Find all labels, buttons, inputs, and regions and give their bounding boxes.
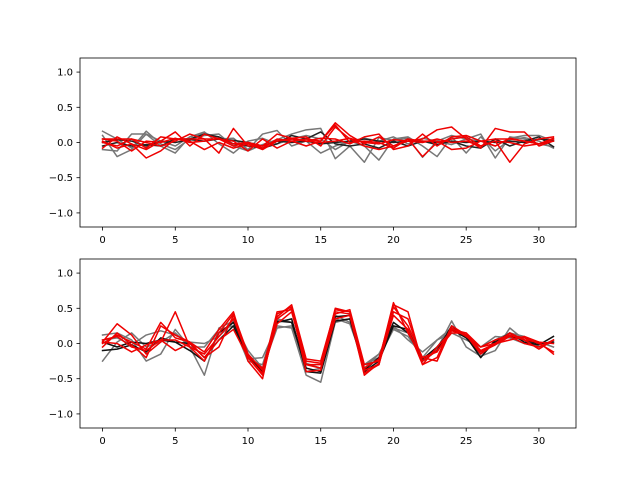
y-tick-label: 0.0 bbox=[57, 339, 73, 350]
y-tick-label: −1.0 bbox=[49, 208, 73, 219]
y-tick-label: 0.5 bbox=[57, 103, 73, 114]
series-line-4 bbox=[101, 138, 555, 147]
x-tick-label: 10 bbox=[242, 235, 255, 246]
x-tick-label: 0 bbox=[99, 436, 105, 447]
series-line-9 bbox=[101, 137, 555, 152]
x-tick-label: 20 bbox=[387, 235, 400, 246]
top-subplot: 0 5 10 15 20 25 30 −1.0 −0.5 0.0 0.5 1.0 bbox=[49, 57, 577, 246]
x-tick-label: 20 bbox=[387, 436, 400, 447]
y-tick-label: 1.0 bbox=[57, 269, 73, 280]
x-tick-label: 25 bbox=[460, 235, 473, 246]
bottom-subplot: 0 5 10 15 20 25 30 −1.0 −0.5 0.0 0.5 1.0 bbox=[49, 258, 577, 447]
x-tick-label: 30 bbox=[533, 436, 546, 447]
x-tick-label: 10 bbox=[242, 436, 255, 447]
series-line-9 bbox=[101, 311, 555, 376]
x-tick-label: 0 bbox=[99, 235, 105, 246]
y-tick-label: 1.0 bbox=[57, 68, 73, 79]
y-tick-label: −1.0 bbox=[49, 409, 73, 420]
series-line-8 bbox=[101, 304, 555, 369]
y-tick-label: 0.0 bbox=[57, 138, 73, 149]
x-tick-label: 25 bbox=[460, 436, 473, 447]
x-tick-label: 15 bbox=[314, 436, 327, 447]
series-group bbox=[101, 122, 555, 163]
y-tick-label: 0.5 bbox=[57, 304, 73, 315]
series-line-8 bbox=[101, 124, 555, 151]
x-tick-label: 5 bbox=[172, 436, 178, 447]
series-group bbox=[101, 301, 555, 383]
x-tick-label: 15 bbox=[314, 235, 327, 246]
x-tick-label: 30 bbox=[533, 235, 546, 246]
x-tick-label: 5 bbox=[172, 235, 178, 246]
y-tick-label: −0.5 bbox=[49, 173, 73, 184]
y-tick-label: −0.5 bbox=[49, 374, 73, 385]
